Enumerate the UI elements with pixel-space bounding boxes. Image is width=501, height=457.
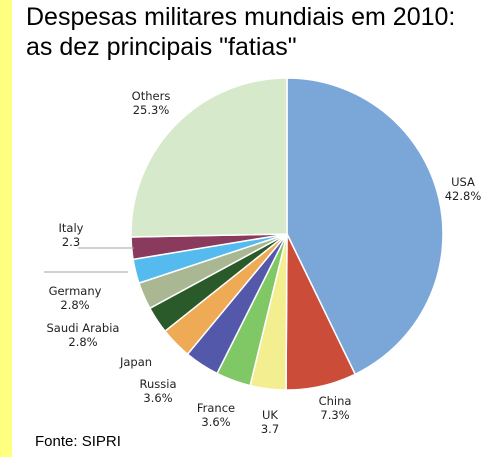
slice-label-others: Others 25.3% — [132, 89, 171, 117]
title-line-1: Despesas militares mundiais em 2010: — [26, 3, 456, 31]
slice-label-japan: Japan — [119, 355, 152, 369]
source-note: Fonte: SIPRI — [35, 433, 121, 450]
left-accent-bar — [0, 0, 12, 457]
slice-label-usa: USA 42.8% — [445, 175, 482, 203]
title-line-2: as dez principais "fatias" — [26, 33, 297, 61]
slice-label-saudi-arabia: Saudi Arabia 2.8% — [47, 321, 120, 349]
slice-label-china: China 7.3% — [319, 394, 352, 422]
slice-label-uk: UK 3.7 — [261, 408, 279, 436]
slice-label-russia: Russia 3.6% — [140, 377, 177, 405]
pie-slice-others — [130, 77, 288, 238]
slice-label-germany: Germany 2.8% — [49, 284, 102, 312]
pie-slice-usa — [286, 77, 444, 376]
chart-title: Despesas militares mundiais em 2010: as … — [26, 2, 498, 62]
slice-label-france: France 3.6% — [197, 401, 235, 429]
slice-label-italy: Italy 2.3 — [59, 221, 84, 249]
